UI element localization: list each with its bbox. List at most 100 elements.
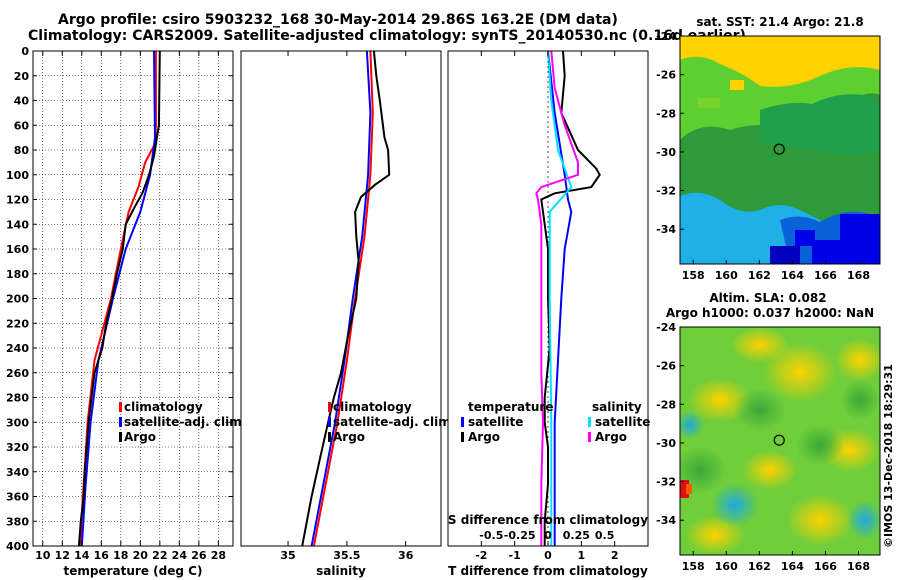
x-tick-label: 35 — [280, 549, 295, 562]
temperature-grid — [33, 50, 233, 547]
legend-swatch-satellite — [119, 417, 122, 427]
y-tick-label: 40 — [14, 95, 30, 108]
series-line-satellite — [547, 51, 573, 546]
y-tick-label: 220 — [6, 317, 29, 330]
y-tick-label: 240 — [6, 342, 29, 355]
legend-label-argo: Argo — [124, 430, 156, 444]
legend-title-temperature: temperature — [468, 400, 553, 414]
map-y-tick-label: -32 — [656, 185, 676, 198]
sla-map-field — [680, 327, 880, 555]
map-x-tick-label: 158 — [682, 560, 705, 573]
sst-map-ticks: 158 160 162 164 166 168 -24 -26 -28 -30 -32 -34 — [656, 30, 870, 282]
x-tick-label: -1 — [509, 549, 521, 562]
y-tick-label: 300 — [6, 416, 29, 429]
x-tick-label: 26 — [191, 549, 207, 562]
map-y-tick-label: -28 — [656, 398, 676, 411]
map-x-tick-label: 162 — [748, 560, 771, 573]
legend-swatch-s-argo — [588, 432, 591, 442]
map-x-tick-label: 168 — [847, 269, 870, 282]
map-y-tick-label: -26 — [656, 69, 676, 82]
x-tick-label: 24 — [172, 549, 188, 562]
sla-map-ticks: 158 160 162 164 166 168 -24 -26 -28 -30 -32 -34 — [656, 321, 870, 573]
legend-swatch-s-satellite — [588, 417, 591, 427]
map-x-tick-label: 166 — [814, 560, 837, 573]
temperature-panel: 10 12 14 16 18 20 22 24 26 28 0204060801001201401… — [6, 45, 648, 578]
y-tick-label: 380 — [6, 515, 29, 528]
legend-label-s-satellite: satellite — [595, 415, 650, 429]
salinity-legend: climatology satellite-adj. clim. Argo — [328, 400, 455, 444]
s-diff-tick-label: 0.5 — [595, 529, 615, 542]
x-tick-label: 22 — [152, 549, 167, 562]
legend-label-climatology: climatology — [124, 400, 203, 414]
sla-map-title-1: Altim. SLA: 0.082 — [709, 291, 826, 305]
profile-location-marker — [773, 143, 785, 155]
sst-map-field — [680, 36, 880, 264]
y-tick-label: 400 — [6, 540, 29, 553]
sst-map-title: sat. SST: 21.4 Argo: 21.8 — [696, 15, 863, 29]
s-diff-tick-label: 0 — [544, 529, 552, 542]
legend-swatch-climatology — [328, 402, 331, 412]
difference-series — [535, 51, 601, 546]
profile-location-marker — [773, 434, 785, 446]
map-x-tick-label: 168 — [847, 560, 870, 573]
legend-swatch-argo — [328, 432, 331, 442]
map-y-tick-label: -26 — [656, 360, 676, 373]
series-line-satellite-adj-clim- — [310, 51, 372, 546]
s-diff-tick-label: -0.5 — [479, 529, 503, 542]
watermark: ©IMOS 13-Dec-2018 18:29:31 — [882, 364, 895, 548]
series-line-satellite — [547, 51, 573, 546]
x-tick-label: 35.5 — [333, 549, 360, 562]
sla-map-title-2: Argo h1000: 0.037 h2000: NaN — [666, 306, 874, 320]
title-line-2: Climatology: CARS2009. Satellite-adjuste… — [28, 28, 746, 44]
difference-legend: temperature salinity satellite Argo sate… — [461, 400, 650, 444]
legend-label-argo: Argo — [333, 430, 365, 444]
map-y-tick-label: -30 — [656, 146, 676, 159]
sst-map-panel: sat. SST: 21.4 Argo: 21.8 158 160 162 164 16… — [656, 15, 881, 282]
legend-label-satellite: satellite-adj. clim. — [124, 415, 246, 429]
y-tick-label: 340 — [6, 466, 29, 479]
y-tick-label: 120 — [6, 194, 29, 207]
temperature-series — [77, 51, 161, 546]
series-line-climatology — [312, 51, 374, 546]
x-tick-label: 18 — [113, 549, 128, 562]
map-x-tick-label: 158 — [682, 269, 705, 282]
x-tick-label: 14 — [74, 549, 90, 562]
s-difference-ticks: -0.5 -0.25 0 0.25 0.5 — [479, 529, 614, 542]
y-tick-label: 200 — [6, 293, 29, 306]
y-tick-label: 280 — [6, 392, 29, 405]
map-y-tick-label: -34 — [656, 514, 676, 527]
legend-swatch-satellite — [328, 417, 331, 427]
temperature-xlabel: temperature (deg C) — [64, 564, 203, 578]
map-x-tick-label: 164 — [781, 560, 804, 573]
y-tick-label: 100 — [6, 169, 29, 182]
y-tick-label: 160 — [6, 243, 29, 256]
salinity-ticks: 35 35.5 36 — [280, 51, 414, 562]
x-tick-label: 20 — [133, 549, 149, 562]
legend-label-t-satellite: satellite — [468, 415, 523, 429]
y-tick-label: 180 — [6, 268, 29, 281]
map-x-tick-label: 166 — [814, 269, 837, 282]
x-tick-label: 28 — [211, 549, 226, 562]
legend-label-t-argo: Argo — [468, 430, 500, 444]
map-x-tick-label: 162 — [748, 269, 771, 282]
map-y-tick-label: -30 — [656, 437, 676, 450]
legend-swatch-argo — [119, 432, 122, 442]
map-y-tick-label: -32 — [656, 476, 676, 489]
x-tick-label: -2 — [475, 549, 487, 562]
sla-map-panel: Altim. SLA: 0.082 Argo h1000: 0.037 h200… — [656, 291, 881, 573]
legend-swatch-t-satellite — [461, 417, 464, 427]
s-diff-tick-label: 0.25 — [563, 529, 590, 542]
s-difference-xlabel: S difference from climatology — [448, 513, 648, 527]
legend-swatch-t-argo — [461, 432, 464, 442]
legend-title-salinity: salinity — [592, 400, 642, 414]
temperature-legend: climatology satellite-adj. clim. Argo — [119, 400, 246, 444]
x-tick-label: 36 — [398, 549, 414, 562]
map-x-tick-label: 160 — [715, 560, 738, 573]
y-tick-label: 60 — [14, 119, 30, 132]
t-difference-xlabel: T difference from climatology — [448, 564, 648, 578]
map-y-tick-label: -34 — [656, 223, 676, 236]
y-tick-label: 360 — [6, 491, 29, 504]
x-tick-label: 12 — [55, 549, 70, 562]
legend-label-climatology: climatology — [333, 400, 412, 414]
